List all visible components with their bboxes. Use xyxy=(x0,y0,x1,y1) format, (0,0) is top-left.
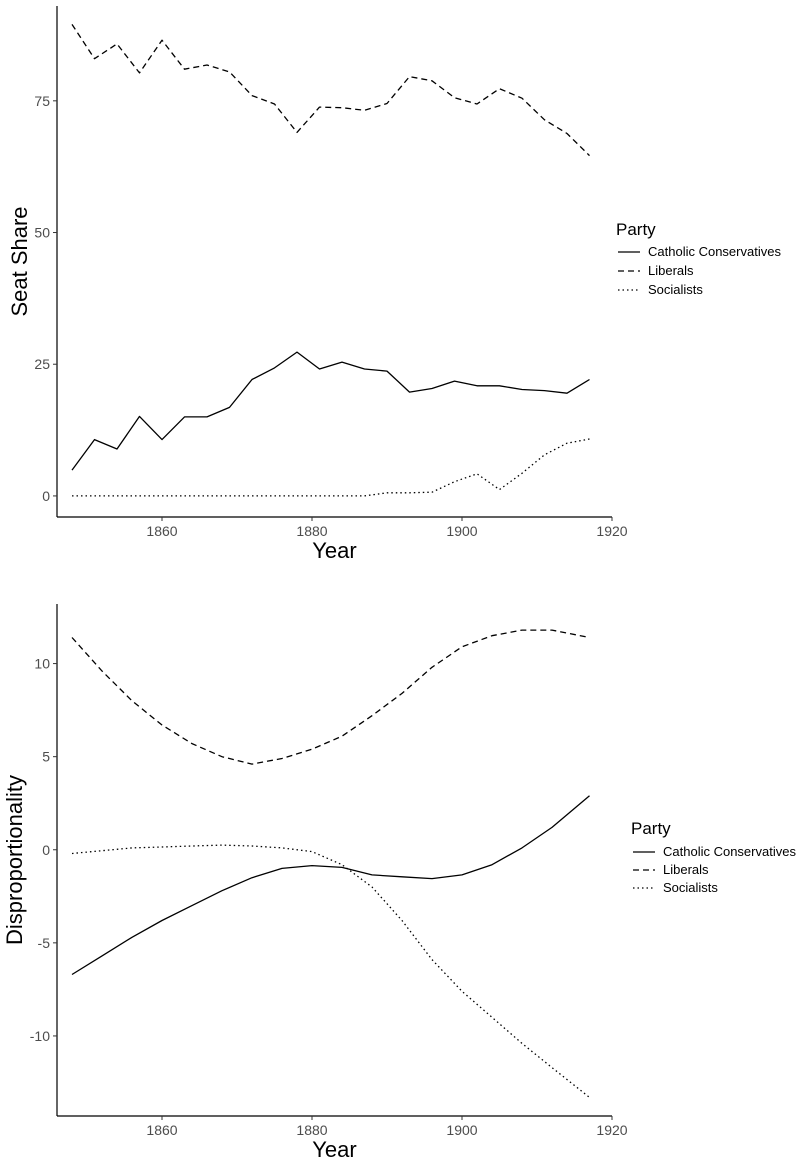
legend-label-socialists: Socialists xyxy=(663,880,718,895)
series-line-catholic-conservatives xyxy=(71,351,590,471)
series-line-catholic-conservatives xyxy=(71,795,590,976)
x-tick-label: 1920 xyxy=(596,523,627,539)
y-tick-label: 0 xyxy=(42,488,50,504)
series-line-liberals xyxy=(71,24,590,157)
x-tick-label: 1880 xyxy=(296,523,327,539)
x-tick-label: 1880 xyxy=(296,1122,327,1138)
legend-label-catholic-conservatives: Catholic Conservatives xyxy=(663,844,796,859)
x-tick-label: 1900 xyxy=(446,523,477,539)
seat-share-panel: 1860 1880 1900 1920 0 25 50 75 Year Seat Share Par… xyxy=(7,6,781,563)
legend-title: Party xyxy=(616,220,656,239)
legend-label-liberals: Liberals xyxy=(663,862,709,877)
y-tick-label: 5 xyxy=(42,749,50,765)
x-tick-label: 1920 xyxy=(596,1122,627,1138)
y-tick-label: -5 xyxy=(38,935,51,951)
x-tick-label: 1860 xyxy=(146,523,177,539)
y-tick-label: 0 xyxy=(42,842,50,858)
x-tick-label: 1900 xyxy=(446,1122,477,1138)
legend-label-liberals: Liberals xyxy=(648,263,694,278)
disproportionality-panel: 1860 1880 1900 1920 -10 -5 0 5 10 Year Disproporti… xyxy=(2,604,796,1161)
x-axis-title: Year xyxy=(312,538,356,563)
legend-label-socialists: Socialists xyxy=(648,282,703,297)
y-tick-label: 10 xyxy=(34,656,50,672)
x-tick-label: 1860 xyxy=(146,1122,177,1138)
y-tick-label: 50 xyxy=(34,225,50,241)
series-line-socialists xyxy=(71,844,590,1098)
legend-label-catholic-conservatives: Catholic Conservatives xyxy=(648,244,781,259)
y-tick-label: -10 xyxy=(30,1028,50,1044)
series-line-liberals xyxy=(71,629,590,765)
y-axis-title: Seat Share xyxy=(7,206,32,316)
y-tick-label: 75 xyxy=(34,93,50,109)
y-tick-label: 25 xyxy=(34,356,50,372)
y-axis-title: Disproportionality xyxy=(2,775,27,945)
series-line-socialists xyxy=(72,438,590,497)
legend-title: Party xyxy=(631,819,671,838)
x-axis-title: Year xyxy=(312,1137,356,1161)
